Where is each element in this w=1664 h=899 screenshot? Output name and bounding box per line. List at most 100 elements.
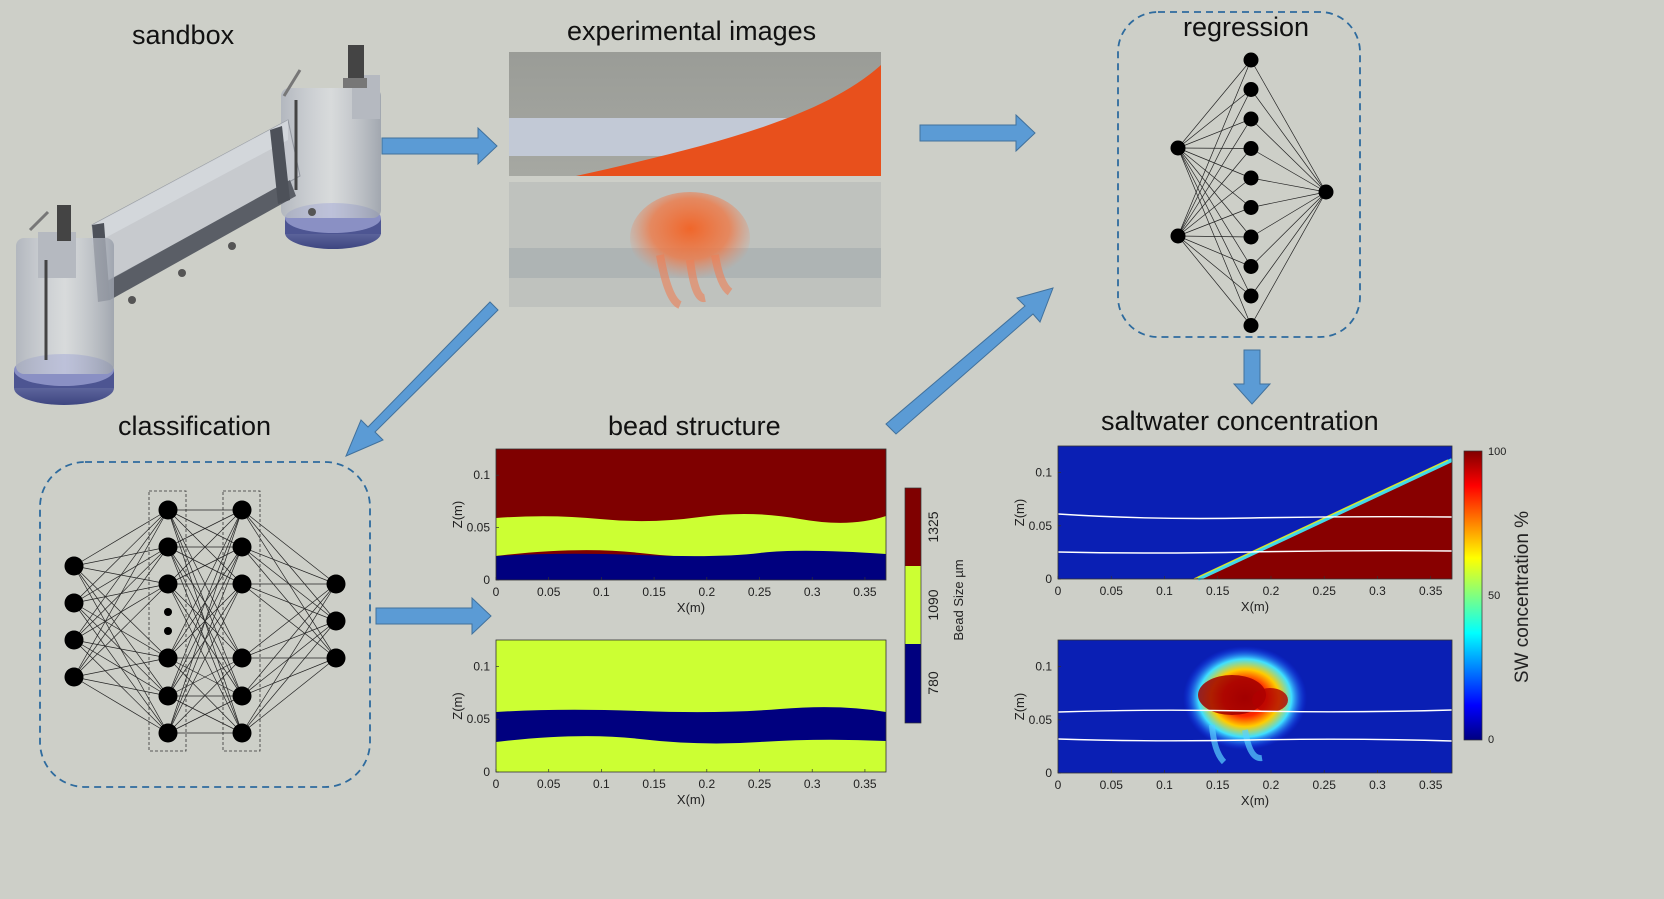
ellipsis-dot (164, 627, 172, 635)
bead-plot-top (495, 448, 887, 581)
bead-top-x-tick: 0.05 (537, 585, 561, 599)
sw-top-x-tick: 0.15 (1206, 584, 1230, 598)
sw-colorbar-tick-50: 50 (1488, 590, 1500, 602)
hidden-layer-1-box (148, 490, 187, 752)
bead-bottom-x-tick: 0.3 (804, 777, 821, 791)
bead-top-y-tick: 0.05 (467, 521, 491, 535)
bead-bottom-x-tick: 0.35 (853, 777, 877, 791)
classification-node (232, 648, 252, 668)
classification-node (158, 574, 178, 594)
sw-bottom-xlabel: X(m) (1241, 793, 1269, 808)
saltwater-concentration-title: saltwater concentration (1101, 406, 1379, 436)
sw-top-xlabel: X(m) (1241, 599, 1269, 614)
sw-bottom-ylabel: Z(m) (1012, 693, 1027, 720)
bead-bottom-y-tick: 0.05 (467, 712, 491, 726)
classification-node (232, 686, 252, 706)
sw-bottom-y-tick: 0 (1045, 766, 1052, 780)
regression-node (1243, 82, 1259, 97)
regression-box (1117, 11, 1361, 338)
sw-colorbar (1463, 450, 1483, 741)
sandbox-title: sandbox (132, 20, 235, 50)
classification-node (64, 667, 84, 687)
classification-node (64, 593, 84, 613)
bead-bottom-ylabel: Z(m) (450, 692, 465, 719)
regression-node (1243, 141, 1259, 156)
sw-top-x-tick: 0 (1055, 584, 1062, 598)
arrow-images-to-classification (345, 301, 499, 457)
bead-colorbar-label-780: 780 (925, 671, 941, 695)
classification-node (232, 537, 252, 557)
arrow-images-to-regression (919, 113, 1036, 153)
sw-top-y-tick: 0 (1045, 572, 1052, 586)
sw-bottom-x-tick: 0 (1055, 778, 1062, 792)
bead-bottom-xlabel: X(m) (677, 792, 705, 807)
bead-colorbar-label-1090: 1090 (925, 589, 941, 620)
arrow-sandbox-to-images (381, 126, 498, 166)
bead-layer-1090 (496, 513, 886, 558)
classification-node (64, 630, 84, 650)
sw-colorbar-tick-100: 100 (1488, 446, 1506, 458)
classification-node (158, 648, 178, 668)
classification-node (326, 648, 346, 668)
classification-node (158, 686, 178, 706)
sw-top-x-tick: 0.1 (1156, 584, 1173, 598)
regression-node (1243, 170, 1259, 186)
bead-bottom-x-tick: 0.15 (642, 777, 666, 791)
bead-top-xlabel: X(m) (677, 600, 705, 615)
bead-top-y-tick: 0.1 (473, 468, 490, 482)
classification-node (158, 537, 178, 557)
bead-bottom-y-tick: 0.1 (473, 659, 490, 673)
bead-bottom-x-tick: 0.1 (593, 777, 610, 791)
sw-colorbar-title: SW concentration % (1512, 511, 1533, 683)
sw-bottom-x-tick: 0.2 (1263, 778, 1280, 792)
bead-bottom-x-tick: 0.25 (748, 777, 772, 791)
classification-title: classification (118, 411, 272, 441)
classification-box (39, 461, 371, 788)
bead-colorbar-label-1325: 1325 (925, 511, 941, 542)
classification-node (158, 500, 178, 520)
sw-bottom-y-tick: 0.05 (1029, 713, 1053, 727)
experimental-image-bottom (509, 182, 881, 309)
bead-colorbar (904, 487, 922, 724)
regression-node (1318, 184, 1334, 200)
bead-bottom-y-tick: 0 (483, 765, 490, 779)
regression-node (1243, 52, 1259, 68)
bead-top-x-tick: 0.35 (853, 585, 877, 599)
bead-top-x-tick: 0.15 (642, 585, 666, 599)
arrow-regression-to-saltwater (1232, 349, 1272, 405)
regression-node (1243, 318, 1259, 333)
hidden-layer-2-box (222, 490, 261, 752)
sw-top-x-tick: 0.05 (1100, 584, 1124, 598)
experimental-images-title: experimental images (567, 16, 817, 46)
sw-plot-top (1057, 445, 1453, 581)
bead-layer-780 (496, 550, 886, 580)
sw-top-y-tick: 0.1 (1035, 466, 1052, 480)
regression-node (1170, 140, 1186, 156)
classification-node (232, 723, 252, 743)
bead-bottom-x-tick: 0.2 (698, 777, 715, 791)
regression-node (1243, 229, 1259, 245)
sw-colorbar-tick-0: 0 (1488, 734, 1494, 746)
regression-node (1243, 259, 1259, 274)
bead-plot-bottom (495, 639, 887, 773)
regression-network (1117, 11, 1361, 338)
bead-structure-title: bead structure (608, 411, 781, 441)
sw-top-x-tick: 0.2 (1263, 584, 1280, 598)
ellipsis-dot (164, 608, 172, 616)
classification-node (158, 723, 178, 743)
sw-bottom-x-tick: 0.25 (1313, 778, 1337, 792)
arrow-classification-to-bead (375, 596, 492, 636)
experimental-image-top (509, 52, 881, 176)
classification-node (326, 574, 346, 594)
classification-node (64, 556, 84, 576)
bead-top-ylabel: Z(m) (450, 501, 465, 528)
regression-node (1170, 228, 1186, 244)
sw-plot-bottom (1057, 639, 1453, 774)
sandbox-illustration (14, 45, 381, 405)
sw-bottom-y-tick: 0.1 (1035, 660, 1052, 674)
classification-node (232, 574, 252, 594)
sw-top-x-tick: 0.35 (1419, 584, 1443, 598)
sw-bottom-x-tick: 0.3 (1369, 778, 1386, 792)
sw-top-y-tick: 0.05 (1029, 519, 1053, 533)
